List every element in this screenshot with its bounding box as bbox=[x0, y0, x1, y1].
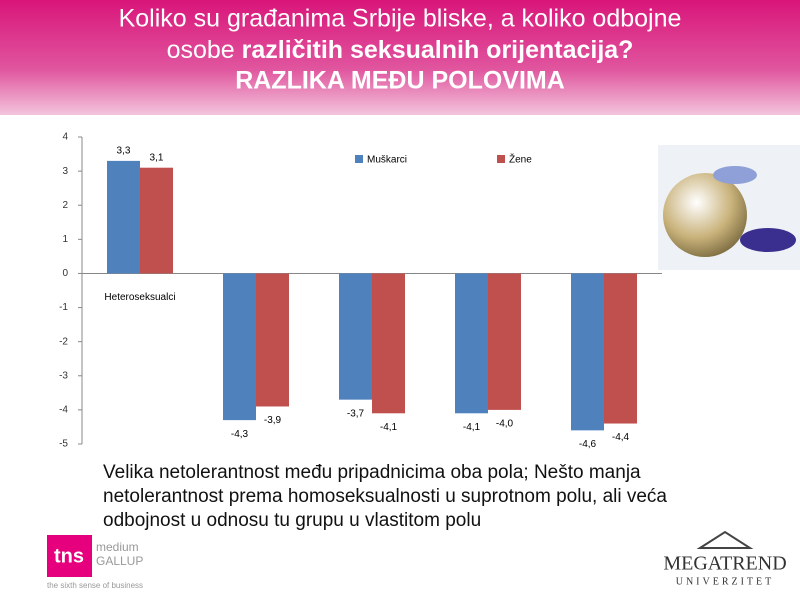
value-label: 3,1 bbox=[150, 152, 164, 163]
footnote-line: Velika netolerantnost među pripadnicima … bbox=[103, 462, 641, 483]
legend-label: Žene bbox=[509, 153, 532, 166]
legend-swatch bbox=[497, 155, 505, 163]
logo-text: tns bbox=[54, 545, 84, 567]
value-label: -3,7 bbox=[347, 408, 365, 419]
value-label: -4,4 bbox=[612, 432, 630, 443]
logo-text: UNIVERZITET bbox=[676, 576, 775, 587]
value-label: -4,6 bbox=[579, 439, 597, 450]
bar bbox=[372, 273, 405, 414]
globe-illustration bbox=[658, 145, 800, 270]
y-tick-label: -3 bbox=[59, 370, 68, 381]
bar bbox=[488, 273, 521, 410]
logo-text: the sixth sense of business bbox=[47, 581, 143, 590]
title-bold: različitih seksualnih orijentacija? bbox=[242, 36, 634, 64]
y-tick-label: 0 bbox=[62, 268, 68, 279]
title-line: osobe različitih seksualnih orijentacija… bbox=[167, 36, 634, 64]
y-tick-label: -5 bbox=[59, 439, 68, 450]
legend-label: Muškarci bbox=[367, 155, 407, 166]
bar bbox=[223, 273, 256, 421]
logo-text: MEGATREND bbox=[663, 553, 786, 575]
x-tick-label: Heteroseksualci bbox=[104, 292, 175, 303]
value-label: 3,3 bbox=[117, 146, 131, 157]
bar bbox=[140, 167, 173, 274]
y-tick-label: -2 bbox=[59, 336, 68, 347]
value-label: -3,9 bbox=[264, 415, 282, 426]
title-plain: osobe bbox=[167, 36, 235, 64]
bar bbox=[604, 273, 637, 424]
footnote-line: odbojnost u odnosu tu grupu u vlastitom … bbox=[103, 510, 481, 531]
legend-swatch bbox=[355, 155, 363, 163]
megatrend-logo: MEGATREND UNIVERZITET bbox=[663, 530, 787, 587]
title-line: Koliko su građanima Srbije bliske, a kol… bbox=[119, 5, 682, 33]
bar bbox=[571, 273, 604, 431]
bar bbox=[256, 273, 289, 407]
y-tick-label: 2 bbox=[62, 200, 68, 211]
logo-text: medium bbox=[96, 540, 139, 554]
logo-text: GALLUP bbox=[96, 554, 143, 568]
title-line: RAZLIKA MEĐU POLOVIMA bbox=[235, 67, 565, 95]
value-label: -4,3 bbox=[231, 429, 249, 440]
y-tick-label: 3 bbox=[62, 166, 68, 177]
chart: -5-4-3-2-101234Heteroseksualci3,33,1Gej … bbox=[59, 132, 662, 450]
y-tick-label: 1 bbox=[62, 234, 68, 245]
y-tick-label: -4 bbox=[59, 405, 68, 416]
footnote-line: netolerantnost prema homoseksualnosti u … bbox=[103, 486, 667, 507]
header-band bbox=[0, 0, 800, 115]
bar bbox=[107, 160, 140, 274]
bar bbox=[455, 273, 488, 414]
value-label: -4,1 bbox=[463, 422, 481, 433]
y-tick-label: 4 bbox=[62, 132, 68, 143]
bar bbox=[339, 273, 372, 400]
value-label: -4,0 bbox=[496, 419, 514, 430]
value-label: -4,1 bbox=[380, 422, 398, 433]
y-tick-label: -1 bbox=[59, 302, 68, 313]
tns-logo: tns medium GALLUP the sixth sense of bus… bbox=[47, 535, 143, 590]
